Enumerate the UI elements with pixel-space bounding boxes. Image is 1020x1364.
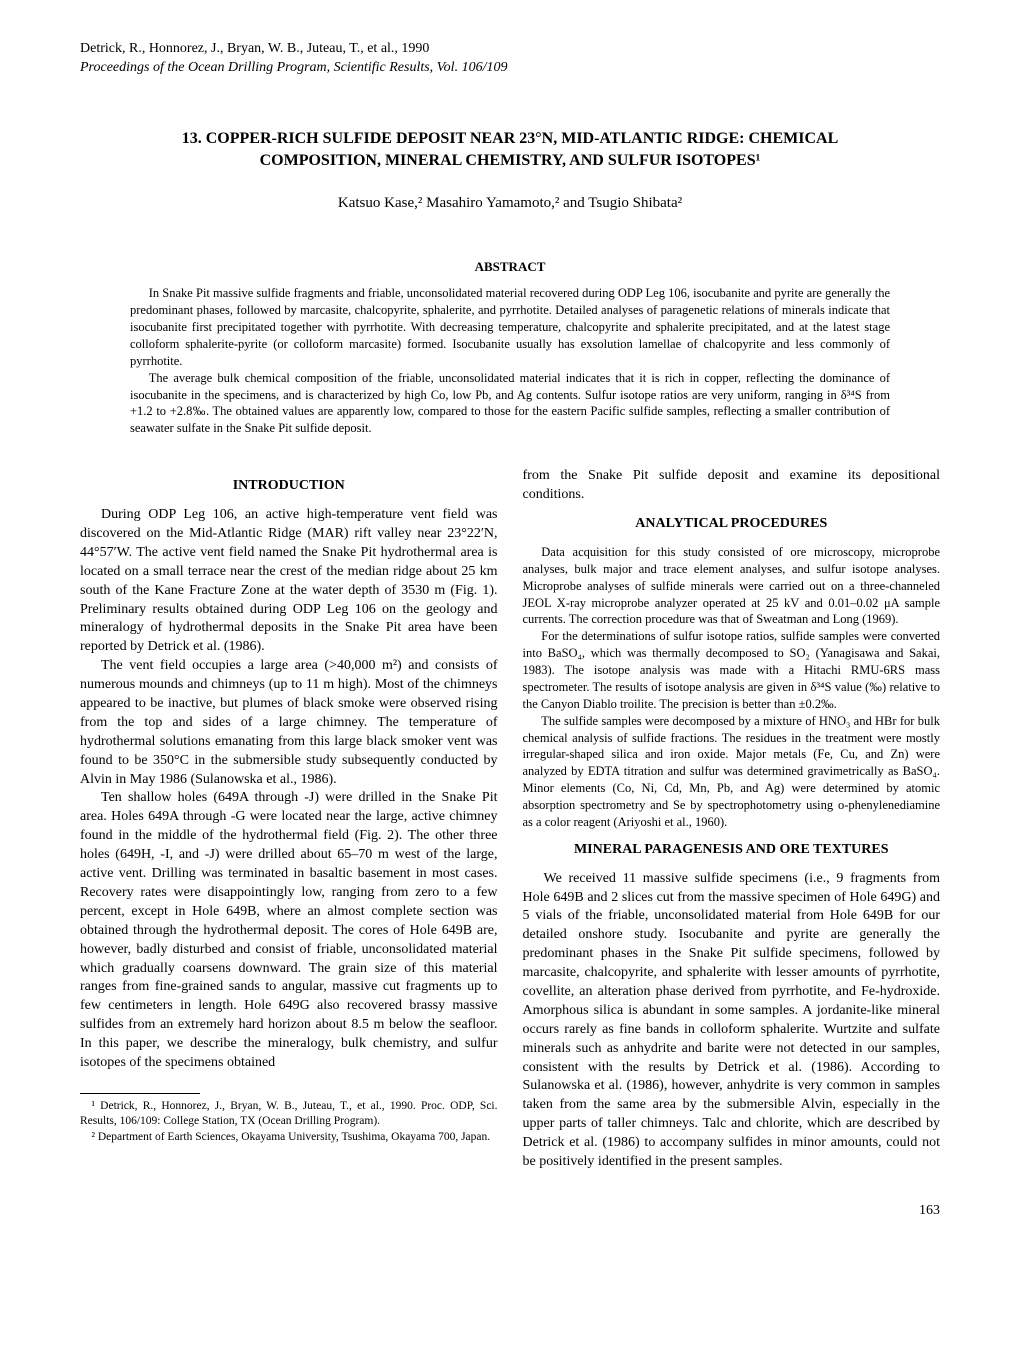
abstract-para-2: The average bulk chemical composition of… (130, 370, 890, 438)
page-number: 163 (80, 1202, 940, 1221)
two-column-layout: INTRODUCTION During ODP Leg 106, an acti… (80, 467, 940, 1172)
introduction-heading: INTRODUCTION (80, 477, 498, 496)
analytical-heading: ANALYTICAL PROCEDURES (523, 515, 941, 534)
authors: Katsuo Kase,² Masahiro Yamamoto,² and Ts… (80, 193, 940, 213)
analytical-para-2: For the determinations of sulfur isotope… (523, 628, 941, 712)
right-column: from the Snake Pit sulfide deposit and e… (523, 467, 941, 1172)
citation-line-2: Proceedings of the Ocean Drilling Progra… (80, 59, 940, 78)
left-column: INTRODUCTION During ODP Leg 106, an acti… (80, 467, 498, 1172)
footnotes: ¹ Detrick, R., Honnorez, J., Bryan, W. B… (80, 1099, 498, 1146)
analytical-para-1: Data acquisition for this study consiste… (523, 544, 941, 628)
abstract-body: In Snake Pit massive sulfide fragments a… (130, 285, 890, 437)
mineral-para-1: We received 11 massive sulfide specimens… (523, 870, 941, 1172)
intro-para-1: During ODP Leg 106, an active high-tempe… (80, 506, 498, 657)
chapter-title: 13. COPPER-RICH SULFIDE DEPOSIT NEAR 23°… (130, 128, 890, 173)
footnote-separator (80, 1093, 200, 1094)
analytical-para-3: The sulfide samples were decomposed by a… (523, 713, 941, 831)
footnote-1: ¹ Detrick, R., Honnorez, J., Bryan, W. B… (80, 1099, 498, 1130)
header-citation: Detrick, R., Honnorez, J., Bryan, W. B.,… (80, 40, 940, 78)
citation-line-1: Detrick, R., Honnorez, J., Bryan, W. B.,… (80, 40, 940, 59)
intro-para-3: Ten shallow holes (649A through -J) were… (80, 789, 498, 1072)
abstract-heading: ABSTRACT (80, 258, 940, 276)
intro-para-2: The vent field occupies a large area (>4… (80, 657, 498, 789)
footnote-2: ² Department of Earth Sciences, Okayama … (80, 1130, 498, 1146)
mineral-heading: MINERAL PARAGENESIS AND ORE TEXTURES (523, 841, 941, 860)
abstract-para-1: In Snake Pit massive sulfide fragments a… (130, 285, 890, 369)
continuation-para: from the Snake Pit sulfide deposit and e… (523, 467, 941, 505)
